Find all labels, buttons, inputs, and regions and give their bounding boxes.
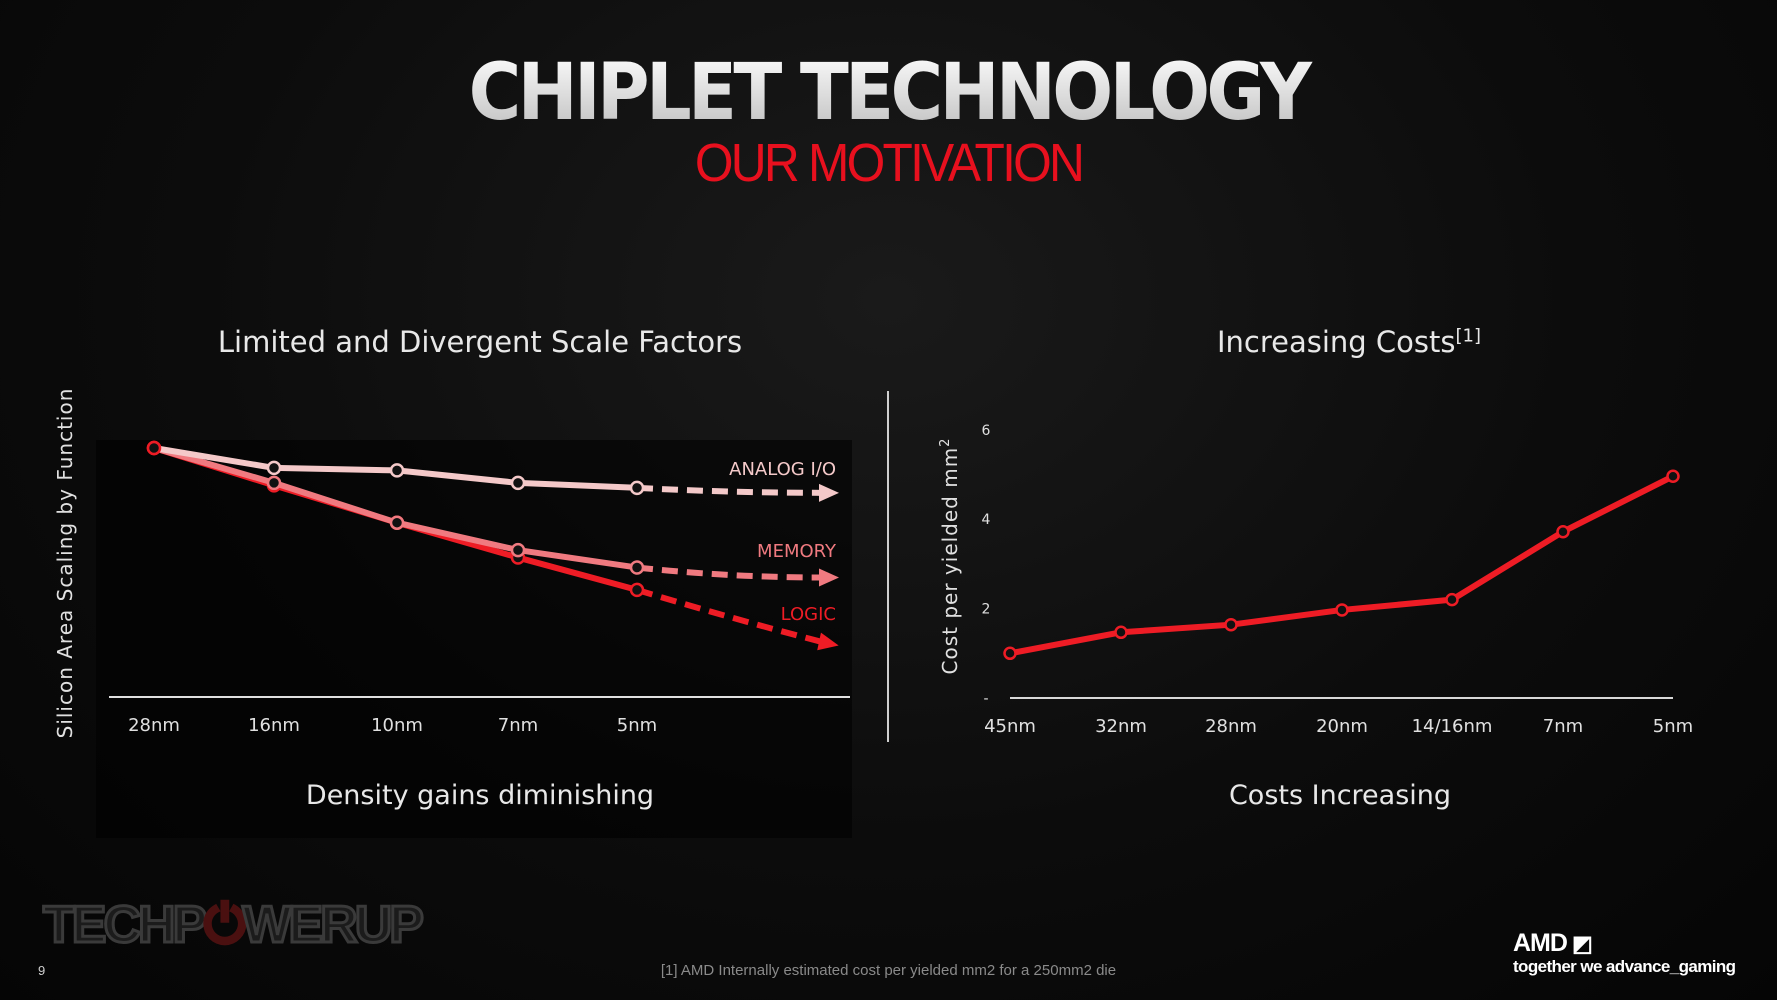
projection-dashed-line xyxy=(636,484,824,496)
amd-logo: AMD ◩ xyxy=(1513,929,1593,958)
divider xyxy=(887,391,889,742)
projection-arrow-icon xyxy=(817,632,839,651)
data-point xyxy=(389,515,405,530)
right-chart-caption: Costs Increasing xyxy=(1228,780,1452,811)
y-tick-label: 2 xyxy=(982,602,991,618)
x-tick-label: 28nm xyxy=(128,715,180,736)
series-label: LOGIC xyxy=(781,604,836,625)
data-point xyxy=(1003,646,1017,661)
left-chart-panel xyxy=(96,440,852,838)
footnote: [1] AMD Internally estimated cost per yi… xyxy=(660,962,1117,979)
projection-arrow-icon xyxy=(819,483,839,502)
data-point xyxy=(1114,625,1128,640)
data-point xyxy=(629,480,645,496)
data-point xyxy=(1335,603,1349,617)
x-tick-label: 28nm xyxy=(1205,716,1257,737)
x-tick-label: 10nm xyxy=(371,715,423,736)
x-tick-label: 20nm xyxy=(1316,716,1368,737)
right-chart: - 2 4 6 45nm 32nm 28nm 20nm 14/16nm 7nm 5nm Cost pe… xyxy=(938,423,1693,737)
data-point xyxy=(629,560,645,575)
series-label: ANALOG I/O xyxy=(729,459,836,480)
x-tick-label: 16nm xyxy=(248,715,300,736)
projection-dashed-line xyxy=(636,564,824,581)
amd-logo-text: AMD xyxy=(1513,929,1568,957)
y-tick-label: 6 xyxy=(982,423,991,439)
series-line-cost xyxy=(1009,473,1675,657)
right-chart-title: Increasing Costs[1] xyxy=(999,325,1699,359)
projection-arrow-icon xyxy=(819,568,839,587)
y-tick-label: - xyxy=(983,691,988,707)
y-axis-label-superscript: 2 xyxy=(938,438,953,447)
amd-tagline: together we advance_gaming xyxy=(1513,957,1736,976)
page-number: 9 xyxy=(38,963,46,978)
data-point xyxy=(389,463,405,478)
x-tick-label: 5nm xyxy=(1653,716,1693,737)
x-tick-label: 45nm xyxy=(984,716,1036,737)
y-tick-label: 4 xyxy=(982,512,991,528)
data-point xyxy=(510,475,526,491)
page-subtitle: OUR MOTIVATION xyxy=(694,133,1085,193)
data-point xyxy=(1666,469,1680,484)
x-tick-label: 14/16nm xyxy=(1412,716,1493,737)
x-tick-label: 32nm xyxy=(1095,716,1147,737)
page-title: CHIPLET TECHNOLOGY xyxy=(71,48,1706,138)
x-tick-label: 7nm xyxy=(498,715,538,736)
x-tick-label: 7nm xyxy=(1543,716,1583,737)
series-label: MEMORY xyxy=(757,541,837,562)
data-point xyxy=(1445,592,1459,607)
left-chart-title: Limited and Divergent Scale Factors xyxy=(217,325,743,359)
data-point xyxy=(1556,524,1570,539)
left-chart: 28nm 16nm 10nm 7nm 5nm Silicon Area Scaling b… xyxy=(53,388,850,739)
data-point xyxy=(266,475,282,491)
data-point xyxy=(146,440,162,456)
left-chart-caption: Density gains diminishing xyxy=(305,780,655,811)
data-point xyxy=(629,582,645,598)
amd-arrow-icon: ◩ xyxy=(1566,931,1593,956)
data-point xyxy=(266,460,282,476)
right-chart-title-text: Increasing Costs xyxy=(1216,325,1456,359)
techpowerup-watermark: TECHP⏻WERUP xyxy=(42,895,426,956)
y-axis-label: Silicon Area Scaling by Function xyxy=(53,388,77,739)
data-point xyxy=(510,542,526,558)
x-tick-label: 5nm xyxy=(617,715,657,736)
footnote-ref: [1] xyxy=(1455,325,1482,347)
data-point xyxy=(1224,617,1238,632)
y-axis-label: Cost per yielded mm2 xyxy=(938,438,962,675)
